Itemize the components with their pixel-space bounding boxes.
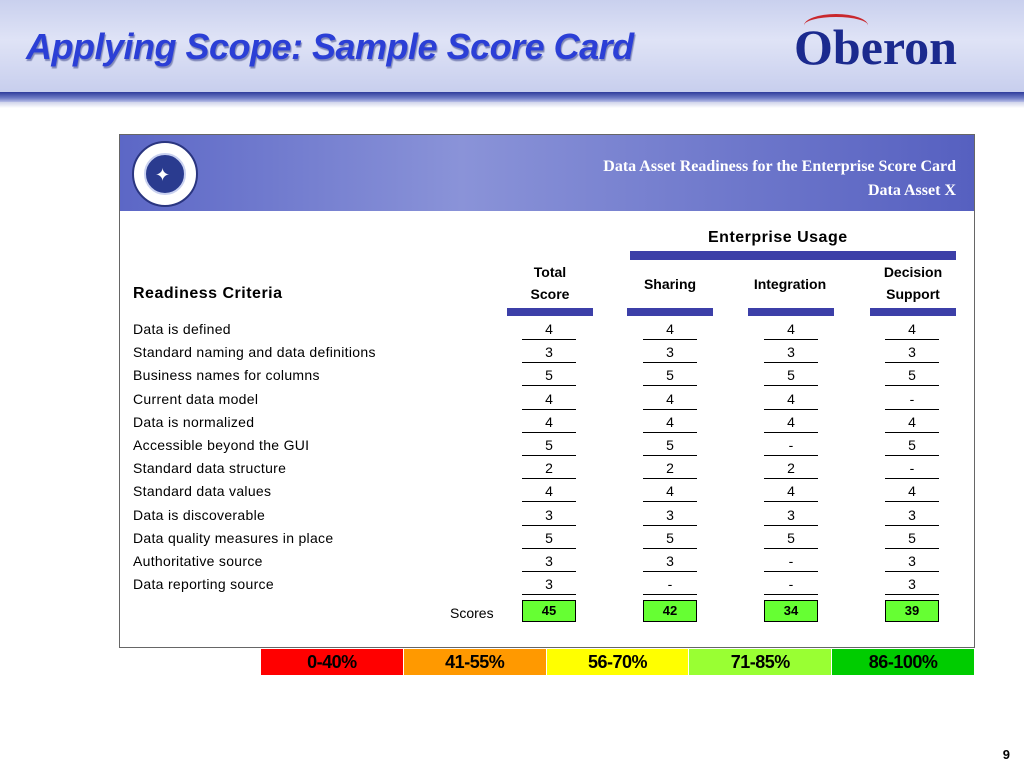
legend-range-5: 86-100% (832, 649, 975, 675)
criteria-row-value: - (764, 436, 818, 456)
criteria-row-value: 3 (885, 575, 939, 595)
criteria-row-label: Standard data values (133, 483, 272, 499)
criteria-row-value: 5 (643, 366, 697, 386)
criteria-row-value: 3 (764, 343, 818, 363)
column-header-total-score: Total Score (530, 264, 570, 302)
logo-arc-icon (804, 14, 868, 37)
criteria-row-value: 5 (522, 436, 576, 456)
criteria-row-value: 5 (885, 366, 939, 386)
criteria-row-label: Data is discoverable (133, 507, 266, 523)
criteria-row-value: 4 (764, 413, 818, 433)
criteria-row-label: Business names for columns (133, 367, 320, 383)
legend-range-2: 41-55% (403, 649, 547, 675)
criteria-row-value: 3 (885, 343, 939, 363)
scores-label: Scores (450, 605, 494, 621)
criteria-row-value: 3 (764, 506, 818, 526)
column-header-integration: Integration (753, 276, 827, 292)
criteria-row-value: 4 (764, 482, 818, 502)
criteria-row-value: - (764, 552, 818, 572)
criteria-row-value: 4 (885, 482, 939, 502)
criteria-row-value: - (885, 390, 939, 410)
criteria-row-value: 4 (764, 320, 818, 340)
criteria-row-value: 4 (764, 390, 818, 410)
criteria-row-value: 2 (764, 459, 818, 479)
criteria-row-value: - (885, 459, 939, 479)
criteria-row-value: 4 (522, 482, 576, 502)
eagle-icon: ✦ (155, 165, 171, 185)
criteria-row-value: 5 (643, 436, 697, 456)
score-sharing: 42 (643, 600, 697, 622)
column-header-sharing: Sharing (643, 276, 697, 292)
score-card-banner: ✦ Data Asset Readiness for the Enterpris… (120, 135, 974, 211)
enterprise-usage-title: Enterprise Usage (708, 229, 848, 246)
criteria-row-label: Data is normalized (133, 414, 255, 430)
legend-range-4: 71-85% (689, 649, 833, 675)
page-number: 9 (1002, 747, 1010, 762)
criteria-row-value: 3 (522, 552, 576, 572)
oberon-logo: Oberon (794, 19, 957, 75)
criteria-row-value: 4 (643, 390, 697, 410)
score-decision-support: 39 (885, 600, 939, 622)
score-legend: 0-40% 41-55% 56-70% 71-85% 86-100% (261, 649, 975, 675)
criteria-row-value: 2 (643, 459, 697, 479)
banner-title-line2: Data Asset X (868, 182, 956, 199)
score-card: ✦ Data Asset Readiness for the Enterpris… (119, 134, 975, 648)
legend-range-3: 56-70% (546, 649, 690, 675)
criteria-row-value: 5 (764, 529, 818, 549)
criteria-row-value: 3 (522, 343, 576, 363)
readiness-criteria-title: Readiness Criteria (133, 285, 283, 302)
score-total: 45 (522, 600, 576, 622)
criteria-row-value: 3 (643, 343, 697, 363)
banner-title: Data Asset Readiness for the Enterprise … (603, 155, 956, 203)
dhs-seal-icon: ✦ (132, 141, 198, 207)
criteria-row-label: Accessible beyond the GUI (133, 437, 310, 453)
criteria-row-value: 3 (522, 575, 576, 595)
criteria-row-value: 2 (522, 459, 576, 479)
banner-title-line1: Data Asset Readiness for the Enterprise … (603, 158, 956, 175)
criteria-row-value: 3 (885, 506, 939, 526)
header-rule (0, 92, 1024, 102)
column-bar-total (507, 308, 593, 316)
column-bar-integration (748, 308, 834, 316)
criteria-row-value: 5 (885, 529, 939, 549)
criteria-row-label: Standard data structure (133, 460, 287, 476)
criteria-row-value: 5 (885, 436, 939, 456)
column-header-decision-support: Decision Support (883, 264, 943, 302)
criteria-row-value: 5 (764, 366, 818, 386)
enterprise-usage-bar (630, 251, 956, 260)
score-integration: 34 (764, 600, 818, 622)
column-bar-sharing (627, 308, 713, 316)
criteria-row-value: 4 (885, 320, 939, 340)
criteria-row-value: 4 (522, 320, 576, 340)
criteria-row-label: Current data model (133, 391, 259, 407)
legend-range-1: 0-40% (261, 649, 404, 675)
criteria-row-value: 3 (643, 506, 697, 526)
header-shadow (0, 102, 1024, 108)
criteria-row-value: 4 (885, 413, 939, 433)
criteria-row-value: 4 (522, 413, 576, 433)
criteria-row-value: 4 (643, 413, 697, 433)
criteria-row-value: - (643, 575, 697, 595)
criteria-row-value: 5 (522, 529, 576, 549)
criteria-row-value: 4 (643, 320, 697, 340)
slide-title: Applying Scope: Sample Score Card (26, 26, 634, 67)
criteria-row-value: 4 (643, 482, 697, 502)
column-bar-decision (870, 308, 956, 316)
criteria-row-label: Standard naming and data definitions (133, 344, 376, 360)
criteria-row-value: 5 (522, 366, 576, 386)
criteria-row-value: - (764, 575, 818, 595)
criteria-row-label: Data is defined (133, 321, 231, 337)
criteria-row-value: 4 (522, 390, 576, 410)
criteria-row-value: 3 (885, 552, 939, 572)
criteria-row-label: Authoritative source (133, 553, 263, 569)
criteria-row-value: 3 (643, 552, 697, 572)
criteria-row-label: Data reporting source (133, 576, 274, 592)
criteria-row-label: Data quality measures in place (133, 530, 334, 546)
criteria-row-value: 3 (522, 506, 576, 526)
criteria-row-value: 5 (643, 529, 697, 549)
